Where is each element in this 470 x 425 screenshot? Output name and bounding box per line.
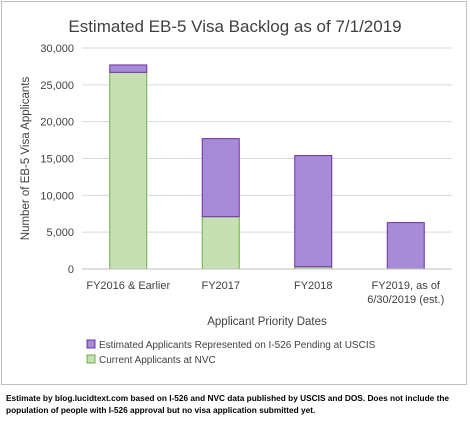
- y-tick-label: 5,000: [46, 227, 74, 239]
- footnote: Estimate by blog.lucidtext.com based on …: [6, 393, 450, 415]
- chart-title: Estimated EB-5 Visa Backlog as of 7/1/20…: [68, 17, 401, 36]
- y-axis-ticks: 0 5,000 10,000 15,000 20,000 25,000 30,000: [40, 43, 74, 276]
- bar-segment-nvc: [201, 216, 240, 270]
- y-tick-label: 25,000: [40, 80, 74, 92]
- x-tick-label: FY2019, as of: [372, 280, 441, 292]
- y-tick-label: 0: [68, 264, 74, 276]
- y-tick-label: 10,000: [40, 190, 74, 202]
- x-tick-label: FY2018: [294, 280, 333, 292]
- legend-swatch: [86, 354, 96, 364]
- x-axis-label: Applicant Priority Dates: [207, 316, 327, 328]
- legend: Estimated Applicants Represented on I-52…: [86, 339, 376, 366]
- y-tick-label: 30,000: [40, 43, 74, 55]
- legend-label: Current Applicants at NVC: [99, 355, 216, 366]
- bar-segment-nvc: [109, 71, 148, 270]
- bar-segment-uscis: [201, 138, 240, 218]
- legend-swatch: [86, 339, 96, 349]
- y-tick-label: 15,000: [40, 154, 74, 166]
- bar-segment-uscis: [386, 222, 425, 270]
- legend-label: Estimated Applicants Represented on I-52…: [99, 340, 376, 351]
- x-tick-label: FY2017: [201, 280, 240, 292]
- chart-container: Estimated EB-5 Visa Backlog as of 7/1/20…: [1, 1, 467, 385]
- x-tick-label: FY2016 & Earlier: [86, 280, 170, 292]
- y-tick-label: 20,000: [40, 117, 74, 129]
- bar-segment-uscis: [109, 64, 148, 73]
- chart-svg: Estimated EB-5 Visa Backlog as of 7/1/20…: [20, 17, 452, 366]
- bar-segment-uscis: [294, 155, 333, 268]
- x-tick-label: 6/30/2019 (est.): [367, 294, 444, 306]
- x-axis-ticks: FY2016 & Earlier FY2017 FY2018 FY2019, as o…: [86, 280, 444, 306]
- y-axis-label: Number of EB-5 Visa Applicants: [20, 77, 32, 241]
- bars: [109, 64, 425, 270]
